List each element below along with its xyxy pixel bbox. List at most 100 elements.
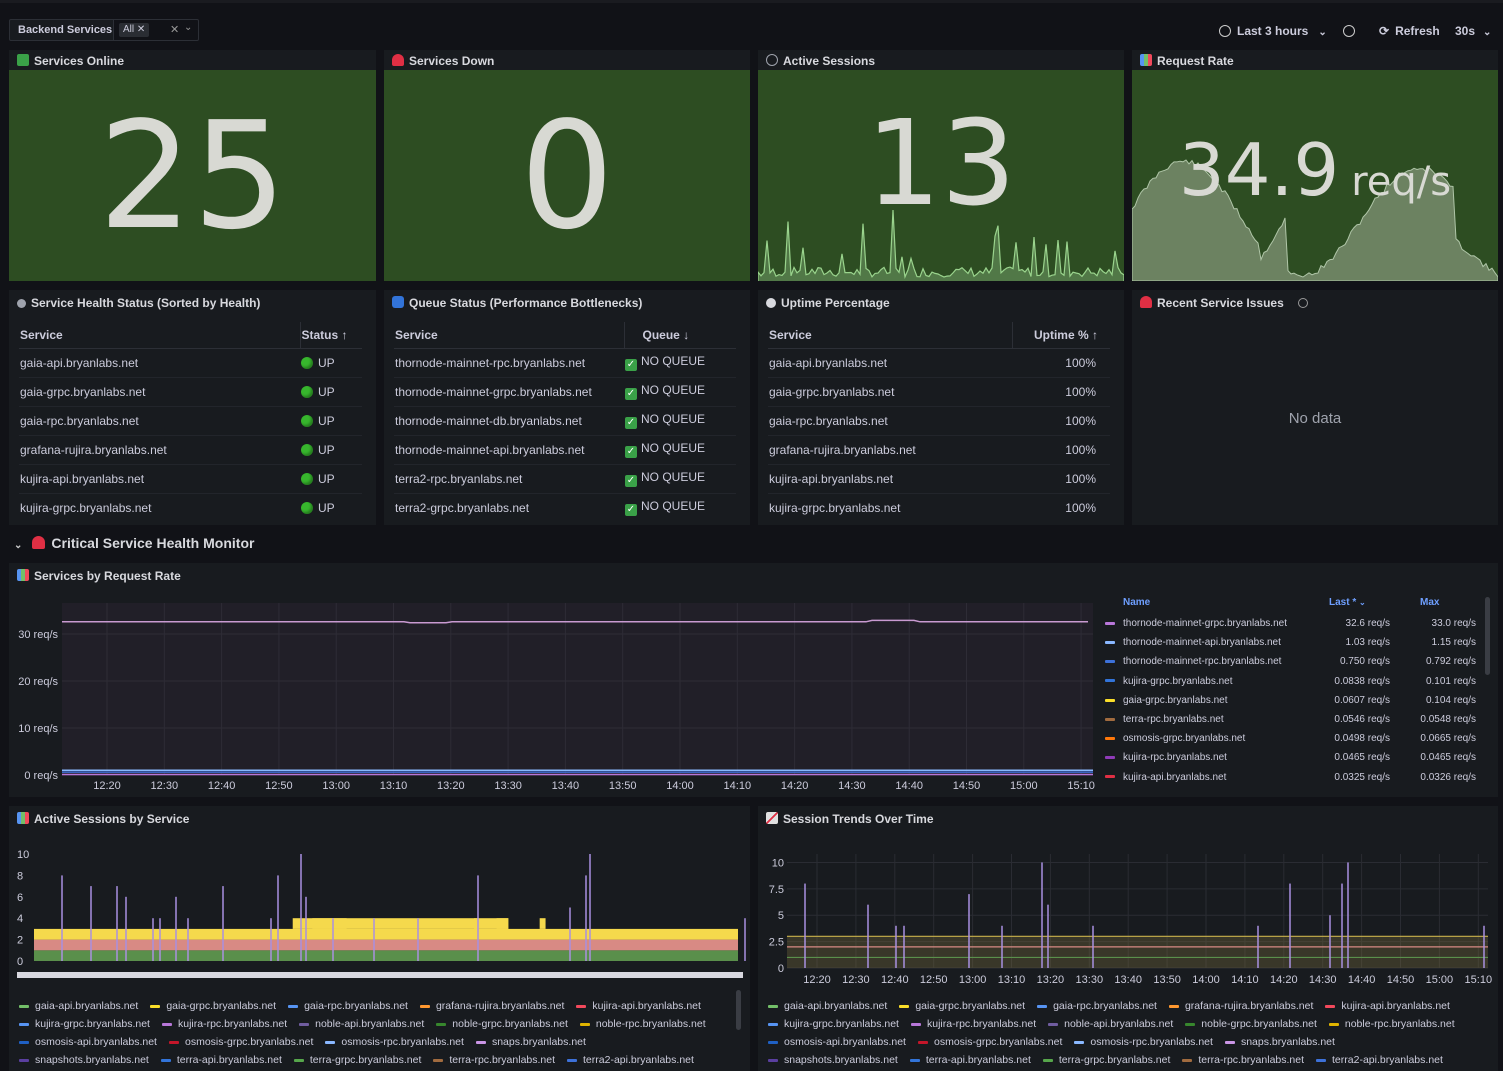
stat-panel-request-rate[interactable]: Request Rate 34.9 req/s (1132, 50, 1498, 281)
timeseries-panel-active-sessions[interactable]: Active Sessions by Service 10 8 6 4 2 0 gaia-… (9, 806, 750, 1071)
panel-recent-issues[interactable]: Recent Service Issues No data (1132, 290, 1498, 525)
table-row: thornode-mainnet-grpc.bryanlabs.net ✓ NO Q… (394, 377, 736, 407)
legend-item[interactable]: kujira-api.bryanlabs.net (576, 997, 701, 1015)
legend-item[interactable]: snapshots.bryanlabs.net (768, 1051, 898, 1069)
row-header[interactable]: ⌄ Critical Service Health Monitor (14, 535, 254, 551)
check-icon: ✓ (625, 388, 637, 400)
legend-item[interactable]: noble-api.bryanlabs.net (1048, 1015, 1173, 1033)
legend-label: osmosis-rpc.bryanlabs.net (1090, 1036, 1213, 1048)
legend-item[interactable]: kujira-grpc.bryanlabs.net (768, 1015, 899, 1033)
timeseries-panel-request-rate[interactable]: Services by Request Rate 30 req/s 20 req/… (9, 563, 1498, 797)
legend-header-name[interactable]: Name (1123, 597, 1151, 608)
zoom-out-button[interactable] (1343, 19, 1355, 43)
legend-item[interactable]: grafana-rujira.bryanlabs.net (419, 997, 564, 1015)
legend-item[interactable]: kujira-api.bryanlabs.net (1325, 997, 1450, 1015)
column-header-uptime[interactable]: Uptime % ↑ (1011, 322, 1110, 349)
legend-item[interactable]: osmosis-rpc.bryanlabs.net (1074, 1033, 1213, 1051)
legend-item[interactable]: noble-grpc.bryanlabs.net (436, 1015, 568, 1033)
table-row: thornode-mainnet-rpc.bryanlabs.net ✓ NO QU… (394, 348, 736, 378)
legend-item[interactable]: terra-grpc.bryanlabs.net (293, 1051, 421, 1069)
table-panel-uptime[interactable]: Uptime Percentage Service Uptime % ↑ gai… (758, 290, 1124, 525)
legend-label: noble-rpc.bryanlabs.net (1344, 1018, 1455, 1030)
check-icon: ✓ (625, 359, 637, 371)
area-fill (787, 936, 1488, 968)
column-header-status[interactable]: Status ↑ (299, 322, 362, 349)
legend-item[interactable]: terra-api.bryanlabs.net (909, 1051, 1031, 1069)
legend-row[interactable]: terra-rpc.bryanlabs.net 0.0546 req/s 0.054… (1105, 710, 1485, 729)
legend-item[interactable]: gaia-rpc.bryanlabs.net (288, 997, 408, 1015)
legend-row[interactable]: thornode-mainnet-grpc.bryanlabs.net 32.6 … (1105, 614, 1485, 633)
variable-select[interactable]: All ✕ ✕ ⌄ (113, 19, 199, 41)
stat-panel-active-sessions[interactable]: Active Sessions 13 (758, 50, 1124, 281)
legend-item[interactable]: noble-rpc.bryanlabs.net (579, 1015, 706, 1033)
info-icon[interactable] (1297, 298, 1308, 308)
legend-item[interactable]: terra2-api.bryanlabs.net (567, 1051, 694, 1069)
legend-scrollbar[interactable] (1485, 597, 1490, 675)
legend-item[interactable]: osmosis-grpc.bryanlabs.net (917, 1033, 1062, 1051)
timeseries-panel-session-trends[interactable]: Session Trends Over Time 10 7.5 5 2.5 0 12:20… (758, 806, 1498, 1071)
series-swatch (325, 1040, 336, 1044)
legend-item[interactable]: terra-rpc.bryanlabs.net (1182, 1051, 1304, 1069)
chevron-down-icon[interactable]: ⌄ (14, 540, 23, 551)
legend-item[interactable]: osmosis-api.bryanlabs.net (768, 1033, 906, 1051)
legend-item[interactable]: kujira-grpc.bryanlabs.net (19, 1015, 150, 1033)
legend-item[interactable]: noble-api.bryanlabs.net (299, 1015, 424, 1033)
stat-panel-services-down[interactable]: Services Down 0 (384, 50, 750, 281)
legend-row[interactable]: thornode-mainnet-rpc.bryanlabs.net 0.750 … (1105, 652, 1485, 671)
legend-item[interactable]: osmosis-api.bryanlabs.net (19, 1033, 157, 1051)
legend-item[interactable]: grafana-rujira.bryanlabs.net (1168, 997, 1313, 1015)
refresh-interval-select[interactable]: 30s ⌄ (1455, 24, 1492, 38)
legend-row[interactable]: osmosis-grpc.bryanlabs.net 0.0498 req/s 0.… (1105, 729, 1485, 748)
legend-item[interactable]: gaia-api.bryanlabs.net (768, 997, 887, 1015)
series-swatch (1224, 1040, 1235, 1044)
legend-header-max[interactable]: Max (1420, 597, 1440, 608)
chip-close-icon[interactable]: ✕ (136, 24, 146, 35)
legend-row[interactable]: kujira-grpc.bryanlabs.net 0.0838 req/s 0.1… (1105, 672, 1485, 691)
legend-item[interactable]: terra-grpc.bryanlabs.net (1042, 1051, 1170, 1069)
legend-label: terra-api.bryanlabs.net (925, 1054, 1031, 1066)
clock-icon (1219, 25, 1231, 37)
legend-row[interactable]: gaia-grpc.bryanlabs.net 0.0607 req/s 0.104… (1105, 691, 1485, 710)
time-range-picker[interactable]: Last 3 hours ⌄ (1219, 19, 1327, 43)
legend-item[interactable]: snapshots.bryanlabs.net (19, 1051, 149, 1069)
legend-header-last[interactable]: Last * ⌄ (1329, 597, 1366, 608)
legend-item[interactable]: osmosis-rpc.bryanlabs.net (325, 1033, 464, 1051)
table-panel-queue[interactable]: Queue Status (Performance Bottlenecks) S… (384, 290, 750, 525)
column-header-queue[interactable]: Queue ↓ (623, 322, 736, 349)
legend-item[interactable]: terra-api.bryanlabs.net (160, 1051, 282, 1069)
legend-scrollbar[interactable] (736, 990, 741, 1030)
legend-item[interactable]: gaia-grpc.bryanlabs.net (150, 997, 276, 1015)
legend-line: kujira-grpc.bryanlabs.net kujira-rpc.brya… (19, 1014, 718, 1032)
table-panel-health[interactable]: Service Health Status (Sorted by Health)… (9, 290, 376, 525)
active-sessions-chart[interactable]: 10 8 6 4 2 0 (9, 806, 750, 986)
legend-item[interactable]: terra-rpc.bryanlabs.net (433, 1051, 555, 1069)
y-tick-label: 7.5 (769, 884, 784, 896)
clear-icon[interactable]: ✕ (170, 24, 180, 36)
legend-item[interactable]: kujira-rpc.bryanlabs.net (910, 1015, 1036, 1033)
refresh-button[interactable]: ⟳ Refresh (1379, 24, 1440, 38)
legend-item[interactable]: gaia-api.bryanlabs.net (19, 997, 138, 1015)
request-rate-chart[interactable]: 30 req/s 20 req/s 10 req/s 0 req/s 12:20 12:3… (9, 563, 1109, 797)
legend-item[interactable]: noble-rpc.bryanlabs.net (1328, 1015, 1455, 1033)
session-trends-chart[interactable]: 10 7.5 5 2.5 0 12:20 12:30 12:40 12:50 13:00 13:10… (758, 806, 1498, 990)
chevron-down-icon[interactable]: ⌄ (184, 22, 193, 33)
legend-item[interactable]: snaps.bryanlabs.net (475, 1033, 586, 1051)
legend-row[interactable]: kujira-api.bryanlabs.net 0.0325 req/s 0.03… (1105, 768, 1485, 787)
legend-item[interactable]: gaia-rpc.bryanlabs.net (1037, 997, 1157, 1015)
column-header-service[interactable]: Service (768, 322, 1012, 349)
legend-item[interactable]: noble-grpc.bryanlabs.net (1185, 1015, 1317, 1033)
legend-item[interactable]: osmosis-grpc.bryanlabs.net (168, 1033, 313, 1051)
stack-band (34, 939, 738, 951)
variable-chip[interactable]: All ✕ (119, 23, 150, 37)
series-swatch (1105, 621, 1115, 625)
legend-row[interactable]: thornode-mainnet-api.bryanlabs.net 1.03 r… (1105, 633, 1485, 652)
column-header-service[interactable]: Service (19, 322, 300, 349)
legend-item[interactable]: snaps.bryanlabs.net (1224, 1033, 1335, 1051)
legend-item[interactable]: terra2-api.bryanlabs.net (1316, 1051, 1443, 1069)
legend-item[interactable]: gaia-grpc.bryanlabs.net (899, 997, 1025, 1015)
stat-panel-services-online[interactable]: Services Online 25 (9, 50, 376, 281)
series-swatch (917, 1040, 928, 1044)
legend-row[interactable]: kujira-rpc.bryanlabs.net 0.0465 req/s 0.04… (1105, 748, 1485, 767)
column-header-service[interactable]: Service (394, 322, 624, 349)
legend-item[interactable]: kujira-rpc.bryanlabs.net (161, 1015, 287, 1033)
